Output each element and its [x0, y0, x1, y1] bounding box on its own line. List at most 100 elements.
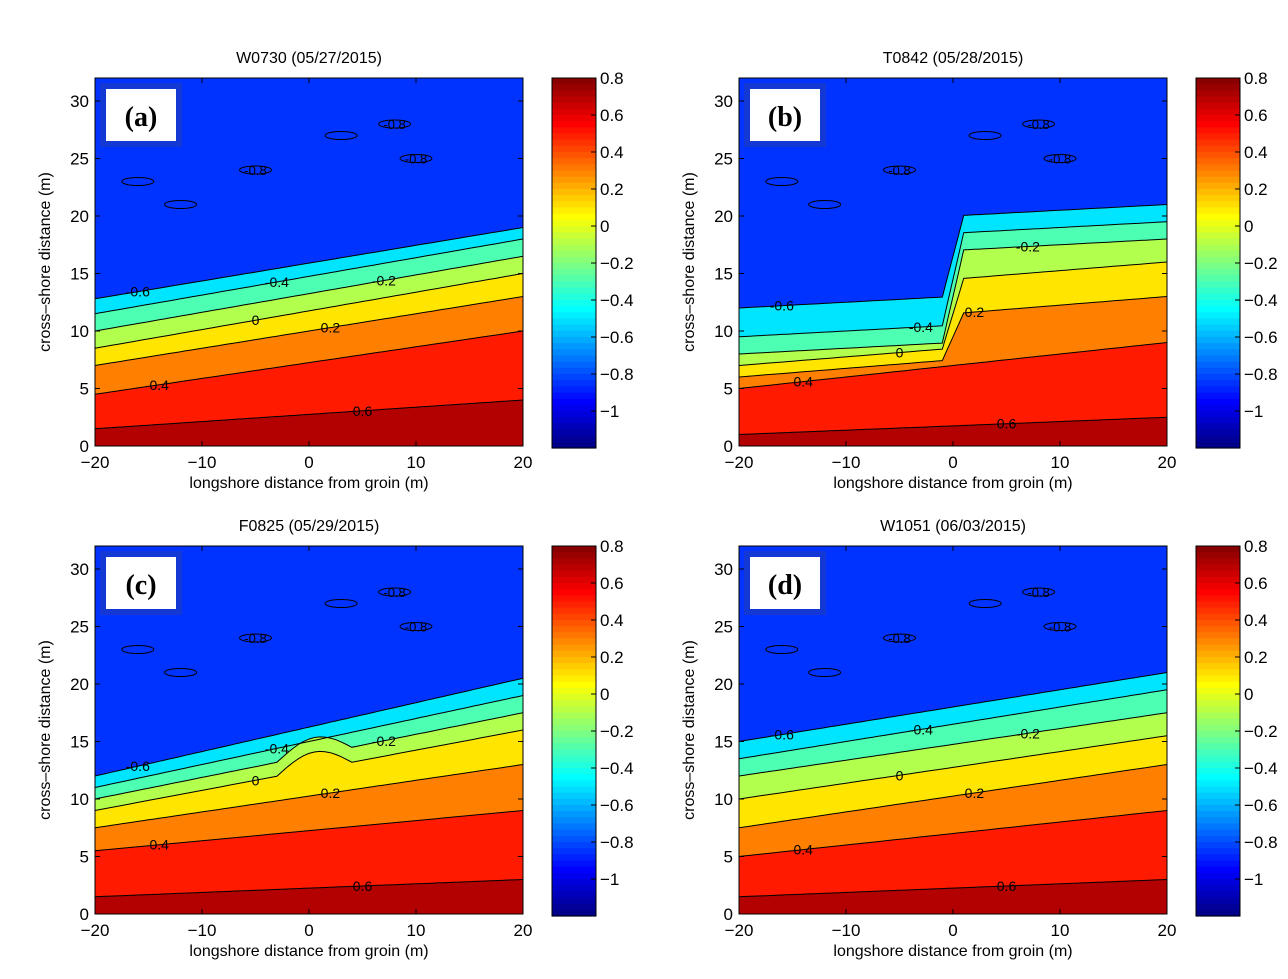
- colorbar-cell: [1196, 546, 1240, 553]
- colorbar-cell: [1196, 860, 1240, 868]
- colorbar-cell: [1196, 127, 1240, 135]
- colorbar-cell: [552, 189, 596, 196]
- colorbar-cell: [552, 891, 596, 899]
- colorbar-cell: [1196, 829, 1240, 837]
- colorbar-cell: [1196, 823, 1240, 831]
- panel-label-box: [744, 551, 826, 615]
- contour-label: 0.2: [321, 320, 341, 336]
- colorbar-cell: [1196, 805, 1240, 812]
- contour-label: -0.8: [244, 631, 266, 646]
- colorbar-cell: [1196, 638, 1240, 646]
- colorbar-cell: [1196, 398, 1240, 406]
- fill-band-0.6: [739, 417, 1167, 446]
- colorbar-cell: [552, 96, 596, 104]
- colorbar-cell: [552, 256, 596, 264]
- colorbar-cell: [1196, 176, 1240, 184]
- colorbar-cell: [1196, 687, 1240, 695]
- y-tick-label: 30: [70, 92, 89, 111]
- colorbar-cell: [552, 552, 596, 559]
- contour-label: 0.6: [997, 416, 1017, 432]
- colorbar-cell: [1196, 90, 1240, 98]
- contour-label: -0.8: [1027, 117, 1049, 132]
- colorbar-cell: [1196, 706, 1240, 714]
- contour-blob-1: [1022, 587, 1056, 597]
- colorbar-tick-label: −1: [1244, 870, 1263, 889]
- colorbar-tick-label: −0.2: [600, 722, 634, 741]
- contour-line--0.4: [95, 238, 523, 315]
- contour-blob-5: [121, 177, 155, 186]
- colorbar-cell: [1196, 570, 1240, 578]
- colorbar: 0.8 0.6 0.4 0.2 0 −0.2 −0.4 −0.6 −0.8 −1: [551, 69, 634, 449]
- axes: −20 −10 0 10 20 0 5 10 15 20 25 30: [70, 546, 532, 940]
- contour-label: -0.6: [126, 758, 150, 774]
- contour-blob-4: [968, 599, 1002, 608]
- colorbar-cell: [1196, 780, 1240, 788]
- fill-band-0.4: [739, 342, 1167, 446]
- colorbar-cell: [1196, 312, 1240, 320]
- panel-c: 0.6 0.4 0.2 0 -0.2 -0.4 -0.6 -0.8 -0.8 -0.8 −20 −10…: [0, 468, 644, 960]
- colorbar-cell: [552, 281, 596, 289]
- colorbar-cell: [1196, 885, 1240, 892]
- contour-blob-2: [1043, 622, 1077, 631]
- colorbar-cell: [1196, 564, 1240, 572]
- colorbar-cell: [1196, 121, 1240, 128]
- contour-line-0.6: [95, 399, 523, 430]
- panel-a: 0.6 0.4 0.2 0 -0.2 -0.4 -0.6 -0.8 -0.8 -0.8 −20 −10…: [0, 0, 644, 492]
- colorbar-cell: [552, 595, 596, 603]
- colorbar-cell: [552, 546, 596, 553]
- colorbar-cell: [1196, 189, 1240, 196]
- colorbar-cell: [1196, 158, 1240, 165]
- y-tick-label: 5: [724, 848, 733, 867]
- colorbar-cell: [1196, 102, 1240, 110]
- y-tick-label: 25: [714, 150, 733, 169]
- contour-line-0.2: [739, 764, 1167, 829]
- colorbar-cell: [552, 226, 596, 233]
- contour-label: -0.4: [909, 721, 933, 737]
- colorbar-cell: [552, 613, 596, 621]
- colorbar-cell: [552, 367, 596, 375]
- colorbar-cell: [1196, 675, 1240, 683]
- y-axis-label: cross–shore distance (m): [37, 172, 54, 352]
- contour-blob-0: [239, 165, 272, 175]
- colorbar-cell: [552, 650, 596, 658]
- x-tick-label: 10: [407, 921, 426, 940]
- y-tick-label: 10: [70, 790, 89, 809]
- contour-line-0.4: [95, 810, 523, 852]
- colorbar-cell: [552, 817, 596, 825]
- colorbar-cell: [552, 737, 596, 744]
- contour-label: -0.4: [265, 274, 289, 290]
- chart-svg-2: 0.60.40.20-0.2-0.4-0.6-0.8-0.8-0.8−20 −10…: [37, 518, 634, 960]
- contour-line--0.6: [95, 677, 523, 777]
- colorbar-tick-label: 0.4: [1244, 143, 1268, 162]
- contour-label: -0.8: [405, 620, 427, 635]
- colorbar-cell: [1196, 848, 1240, 855]
- colorbar-cell: [552, 164, 596, 172]
- colorbar-cell: [552, 842, 596, 849]
- x-tick-label: 0: [948, 921, 957, 940]
- colorbar-cell: [1196, 669, 1240, 677]
- x-tick-label: −20: [725, 453, 754, 472]
- colorbar-cell: [1196, 318, 1240, 326]
- colorbar-cell: [552, 780, 596, 788]
- colorbar-cell: [1196, 152, 1240, 159]
- colorbar-cell: [1196, 724, 1240, 732]
- colorbar-cell: [552, 835, 596, 843]
- y-tick-label: 15: [70, 733, 89, 752]
- colorbar-tick-label: 0.8: [600, 69, 624, 88]
- colorbar-cell: [552, 349, 596, 357]
- colorbar-cell: [1196, 139, 1240, 147]
- colorbar-cell: [1196, 115, 1240, 122]
- contour-label: 0.4: [793, 842, 813, 858]
- colorbar-cell: [1196, 607, 1240, 615]
- colorbar-cell: [552, 620, 596, 627]
- contour-line--0.6: [739, 204, 1167, 309]
- colorbar-cell: [552, 139, 596, 147]
- contour-label: -0.8: [888, 631, 910, 646]
- colorbar-cell: [552, 121, 596, 128]
- colorbar-cell: [552, 152, 596, 159]
- contour-line--0.6: [95, 227, 523, 300]
- x-tick-label: −10: [188, 921, 217, 940]
- colorbar-tick-label: −0.4: [1244, 759, 1278, 778]
- x-axis-label: longshore distance from groin (m): [189, 475, 428, 492]
- colorbar-cell: [552, 823, 596, 831]
